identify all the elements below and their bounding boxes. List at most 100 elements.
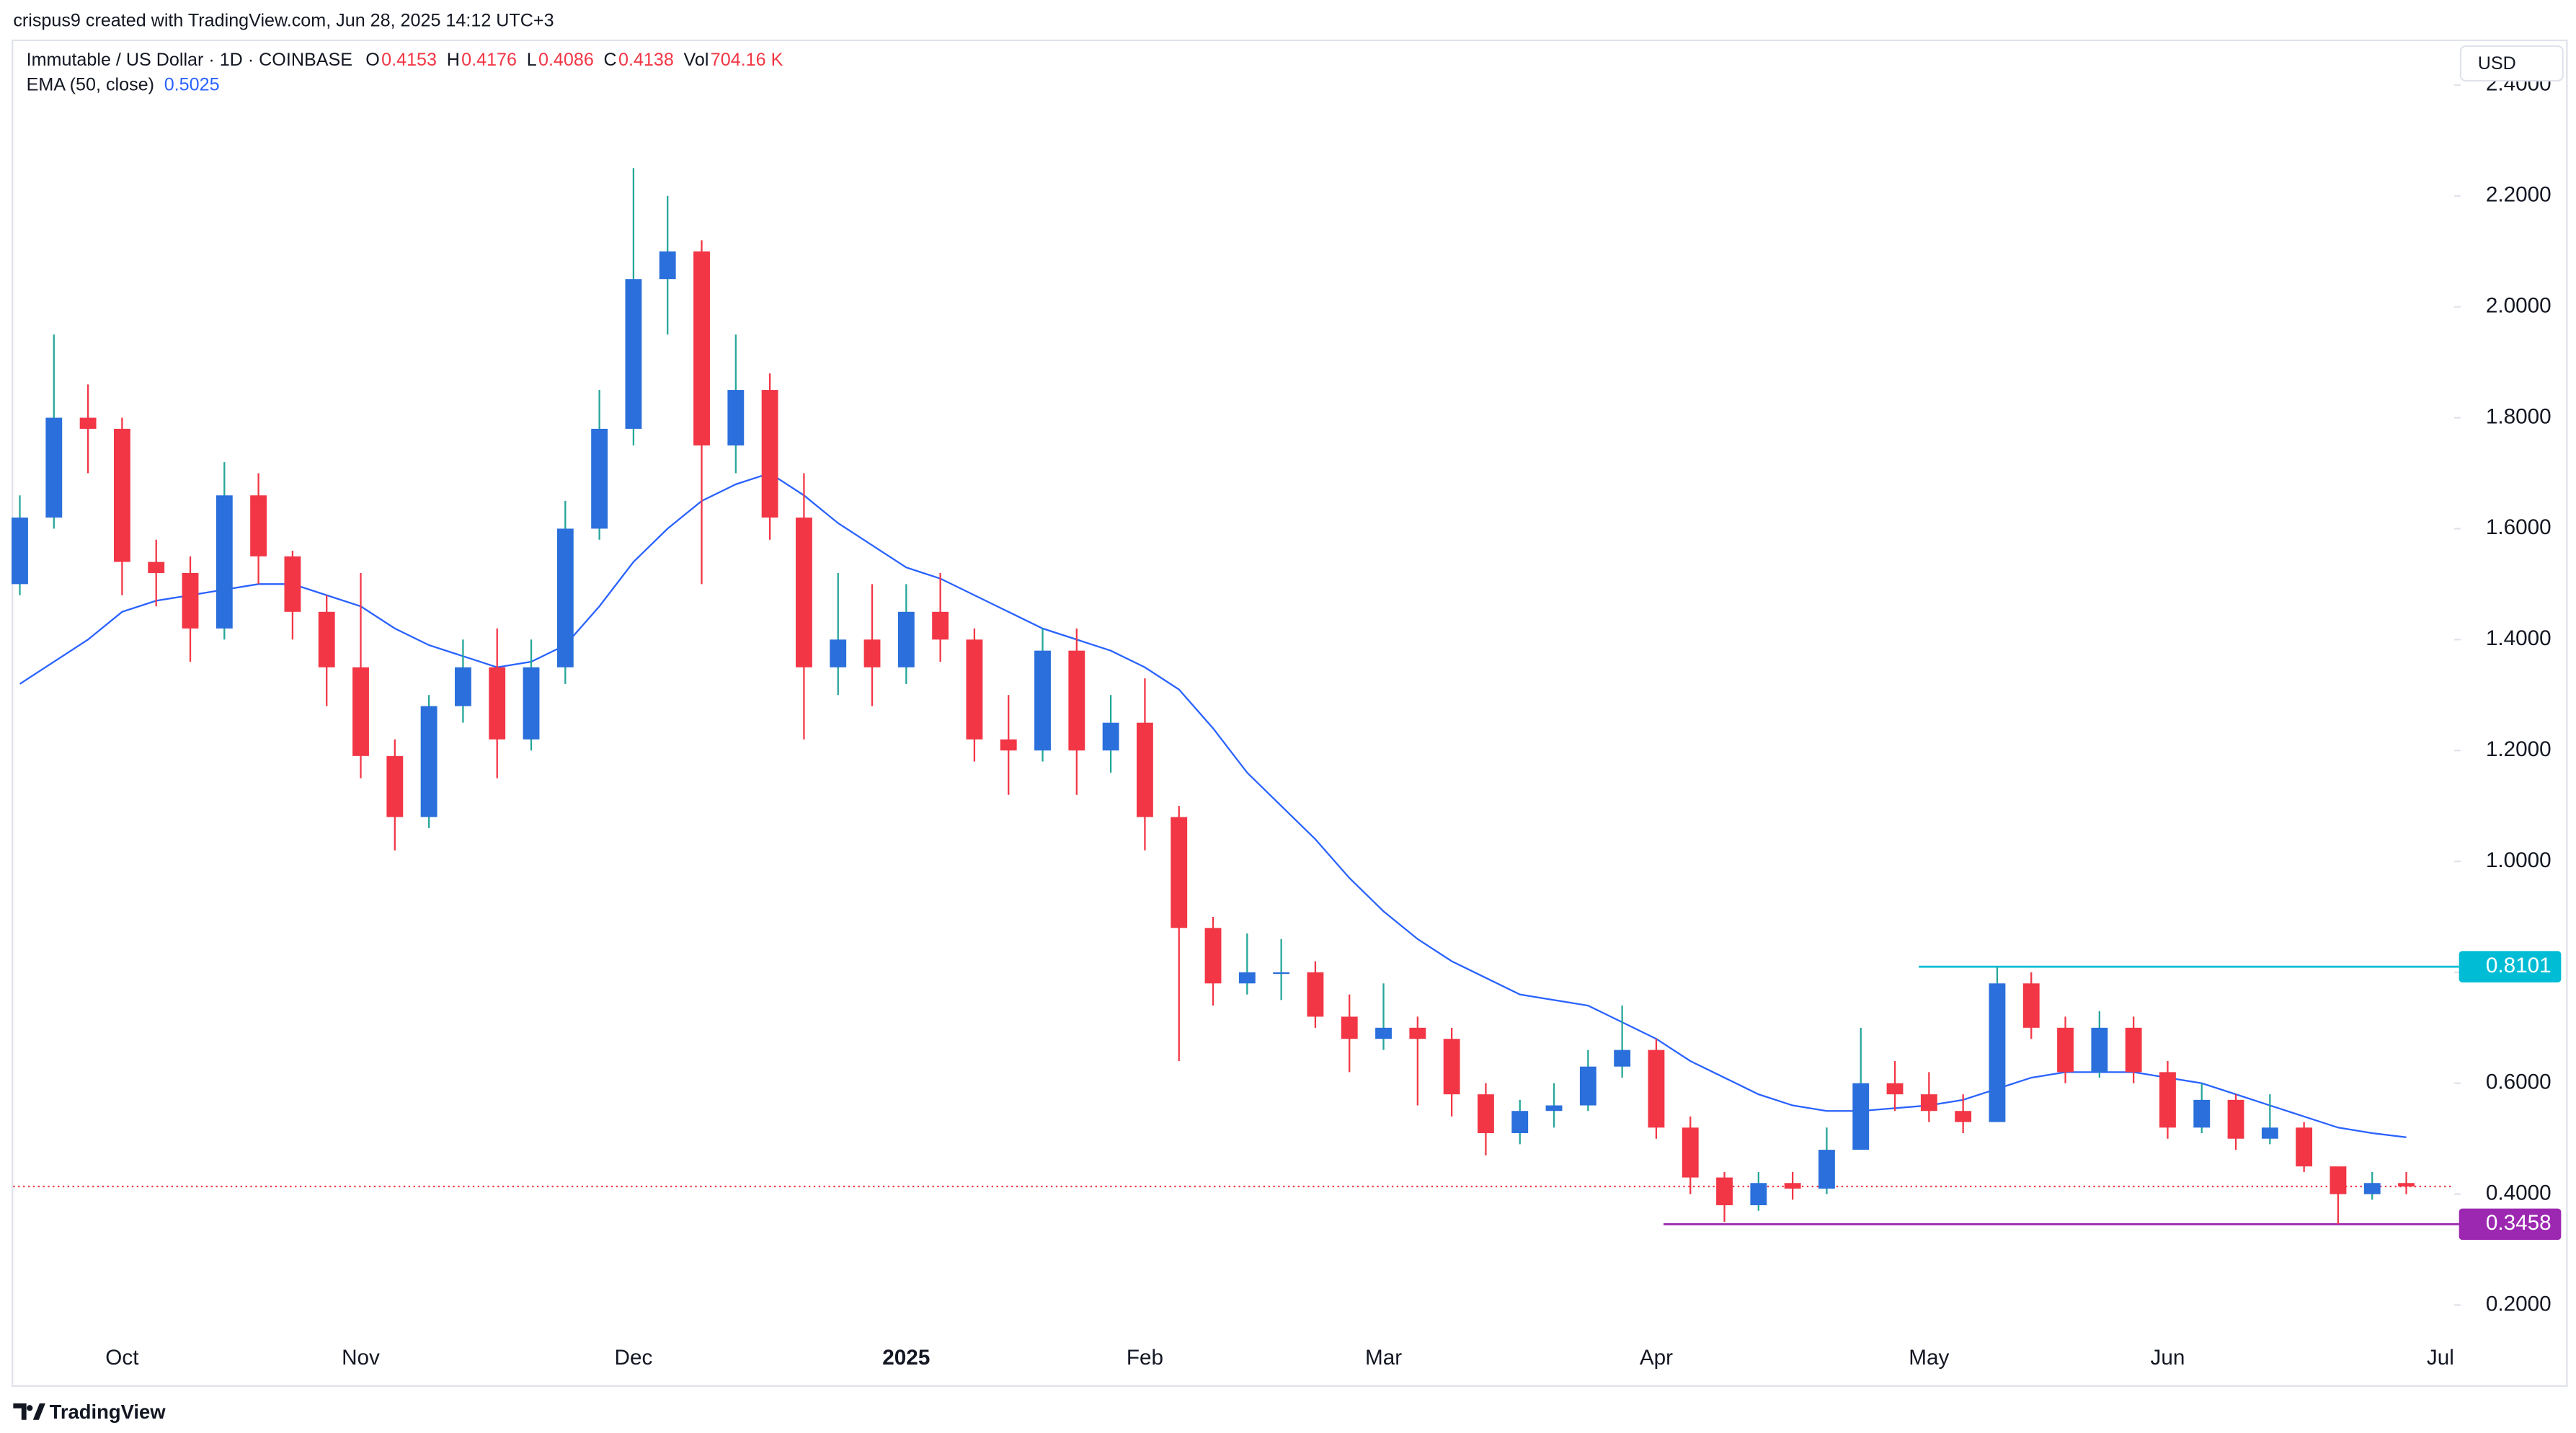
x-tick-label: Dec (615, 1346, 653, 1370)
candle-body (2022, 983, 2040, 1028)
candle-body (761, 390, 778, 518)
level-box (2459, 1208, 2562, 1241)
legend: Immutable / US Dollar · 1D · COINBASE EM… (27, 50, 783, 94)
candle-body (2193, 1099, 2211, 1128)
x-tick-label: Feb (1127, 1346, 1163, 1370)
logo (13, 1403, 45, 1420)
candle-body (1511, 1111, 1529, 1134)
ema-name: EMA (50, close) (27, 74, 154, 94)
ohlc-value: 0.4176 (461, 50, 517, 70)
x-tick-label: Oct (105, 1346, 139, 1370)
candle-body (556, 528, 574, 667)
candle-body (863, 639, 881, 667)
candle-body (2125, 1027, 2142, 1073)
candle-body (2363, 1183, 2381, 1194)
candle-body (1238, 972, 1256, 984)
symbol: Immutable / US Dollar · 1D · COINBASE (27, 50, 352, 70)
candle-body (2261, 1127, 2278, 1139)
candle-body (1307, 972, 1324, 1017)
level-label: 0.3458 (2486, 1211, 2551, 1235)
x-tick-label: Nov (342, 1346, 380, 1370)
candle-body (250, 495, 267, 556)
x-tick-label: 2025 (882, 1346, 930, 1370)
y-tick-label: 1.6000 (2486, 515, 2551, 539)
currency-box[interactable] (2459, 45, 2564, 82)
candle-body (1273, 972, 1290, 975)
candle-body (420, 706, 438, 817)
candle-body (1818, 1150, 1835, 1189)
candle-body (2057, 1027, 2074, 1073)
credit: crispus9 created with TradingView.com, J… (13, 10, 554, 30)
plot-area: 0.20000.40000.60000.80001.00001.20001.40… (12, 72, 2562, 1370)
candle-body (1920, 1094, 1937, 1112)
y-tick-label: 0.6000 (2486, 1070, 2551, 1094)
candle-body (1102, 722, 1119, 751)
x-tick-label: Mar (1365, 1346, 1402, 1370)
ohlc-value: 0.4086 (538, 50, 594, 70)
candle-body (386, 755, 404, 817)
candle-body (79, 417, 97, 429)
y-tick-label: 1.2000 (2486, 737, 2551, 761)
currency: USD (2478, 53, 2516, 74)
y-tick-label: 2.0000 (2486, 293, 2551, 317)
candle-body (795, 518, 812, 667)
candle-body (2398, 1183, 2415, 1187)
candle-body (284, 556, 301, 612)
y-tick-label: 1.8000 (2486, 404, 2551, 428)
candle-body (113, 428, 130, 562)
candle-body (45, 417, 63, 518)
ohlc-value: 0.4153 (381, 50, 437, 70)
candle-body (591, 428, 608, 529)
candle-body (1034, 650, 1051, 751)
y-tick-label: 2.2000 (2486, 183, 2551, 207)
candle-body (2296, 1127, 2313, 1167)
y-tick-label: 1.4000 (2486, 626, 2551, 650)
candle-body (523, 667, 540, 740)
ohlc-value: 0.4138 (618, 50, 674, 70)
x-tick-label: Jul (2427, 1346, 2454, 1370)
level-label: 0.8101 (2486, 954, 2551, 977)
candle-body (1886, 1083, 1904, 1095)
candle-body (1716, 1177, 1733, 1206)
candle-body (966, 639, 983, 740)
candle-body (454, 667, 471, 706)
candle-body (1443, 1039, 1460, 1095)
x-tick-label: Apr (1640, 1346, 1673, 1370)
candle-body (2091, 1027, 2108, 1073)
ohlc-label: H (447, 50, 460, 70)
candle-body (216, 495, 233, 629)
ohlc-value: 704.16 K (711, 50, 783, 70)
y-tick-label: 0.4000 (2486, 1181, 2551, 1204)
ema-value: 0.5025 (164, 74, 220, 94)
candle-body (182, 572, 199, 629)
ohlc-label: L (527, 50, 537, 70)
candle-body (352, 667, 369, 756)
candle-body (1137, 722, 1153, 817)
brand: TradingView (50, 1401, 166, 1423)
candle-body (1341, 1016, 1358, 1039)
x-tick-label: May (1909, 1346, 1949, 1370)
candle-body (693, 251, 710, 445)
candle-body (1784, 1183, 1801, 1189)
candle-body (1955, 1111, 1972, 1122)
candle-body (625, 279, 642, 429)
candle-body (1409, 1027, 1426, 1039)
ema-line (19, 472, 2407, 1138)
level-box (2459, 951, 2562, 982)
candle-body (1545, 1105, 1563, 1112)
candle-body (1068, 650, 1085, 751)
candle-body (1750, 1183, 1767, 1206)
candle-body (12, 518, 28, 585)
candle-body (318, 611, 335, 667)
candle-body (2159, 1072, 2176, 1128)
candle-body (830, 639, 847, 667)
candle-body (2329, 1166, 2347, 1194)
candle-body (1204, 928, 1222, 984)
candle-body (659, 251, 676, 280)
candle-body (1478, 1094, 1494, 1134)
candle-body (2227, 1099, 2244, 1139)
candle-body (1852, 1083, 1870, 1150)
